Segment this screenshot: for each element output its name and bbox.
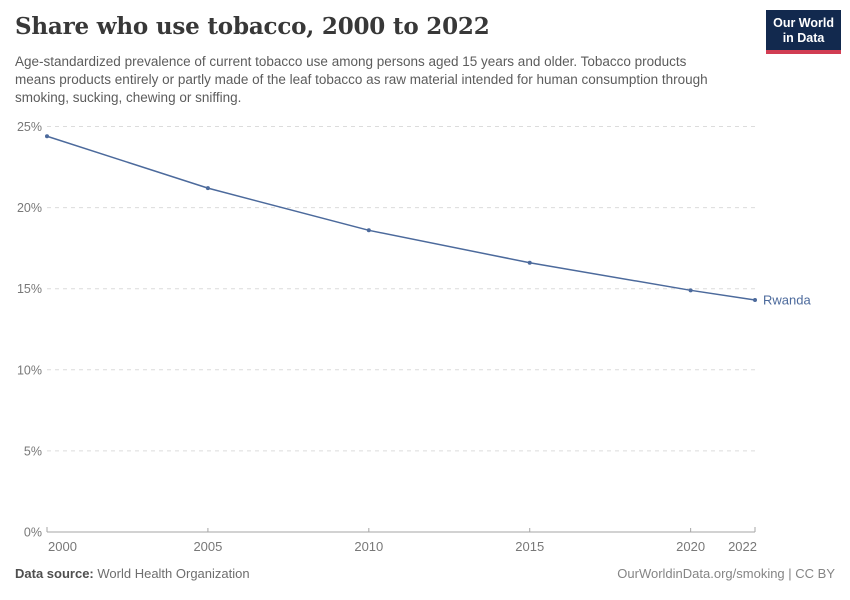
x-tick-label: 2010	[354, 539, 383, 554]
data-point[interactable]	[45, 134, 49, 139]
data-point[interactable]	[688, 288, 693, 293]
credit-link[interactable]: OurWorldinData.org/smoking | CC BY	[617, 566, 835, 581]
data-point[interactable]	[753, 298, 757, 303]
y-tick-label: 20%	[17, 201, 42, 215]
y-tick-label: 5%	[24, 444, 42, 458]
series-label[interactable]: Rwanda	[763, 293, 811, 308]
x-tick-label: 2020	[676, 539, 705, 554]
data-source-label: Data source:	[15, 566, 94, 581]
data-source: Data source: World Health Organization	[15, 566, 250, 581]
chart-footer: Data source: World Health Organization O…	[15, 566, 835, 581]
data-point[interactable]	[205, 186, 210, 191]
owid-logo-line1: Our World	[773, 16, 834, 30]
owid-logo: Our World in Data	[766, 10, 841, 54]
data-point[interactable]	[527, 260, 532, 265]
y-tick-label: 25%	[17, 120, 42, 134]
data-point[interactable]	[366, 228, 371, 233]
page-title: Share who use tobacco, 2000 to 2022	[15, 13, 490, 40]
x-tick-label: 2000	[48, 539, 77, 554]
trend-line	[46, 135, 756, 301]
owid-logo-line2: in Data	[782, 30, 825, 45]
y-tick-label: 0%	[24, 526, 42, 540]
chart-subtitle: Age-standardized prevalence of current t…	[15, 54, 708, 105]
data-source-value: World Health Organization	[97, 566, 250, 581]
x-tick-label: 2022	[728, 539, 757, 554]
y-tick-label: 10%	[17, 363, 42, 377]
x-tick-label: 2005	[193, 539, 222, 554]
x-tick-label: 2015	[515, 539, 544, 554]
y-tick-label: 15%	[17, 282, 42, 296]
